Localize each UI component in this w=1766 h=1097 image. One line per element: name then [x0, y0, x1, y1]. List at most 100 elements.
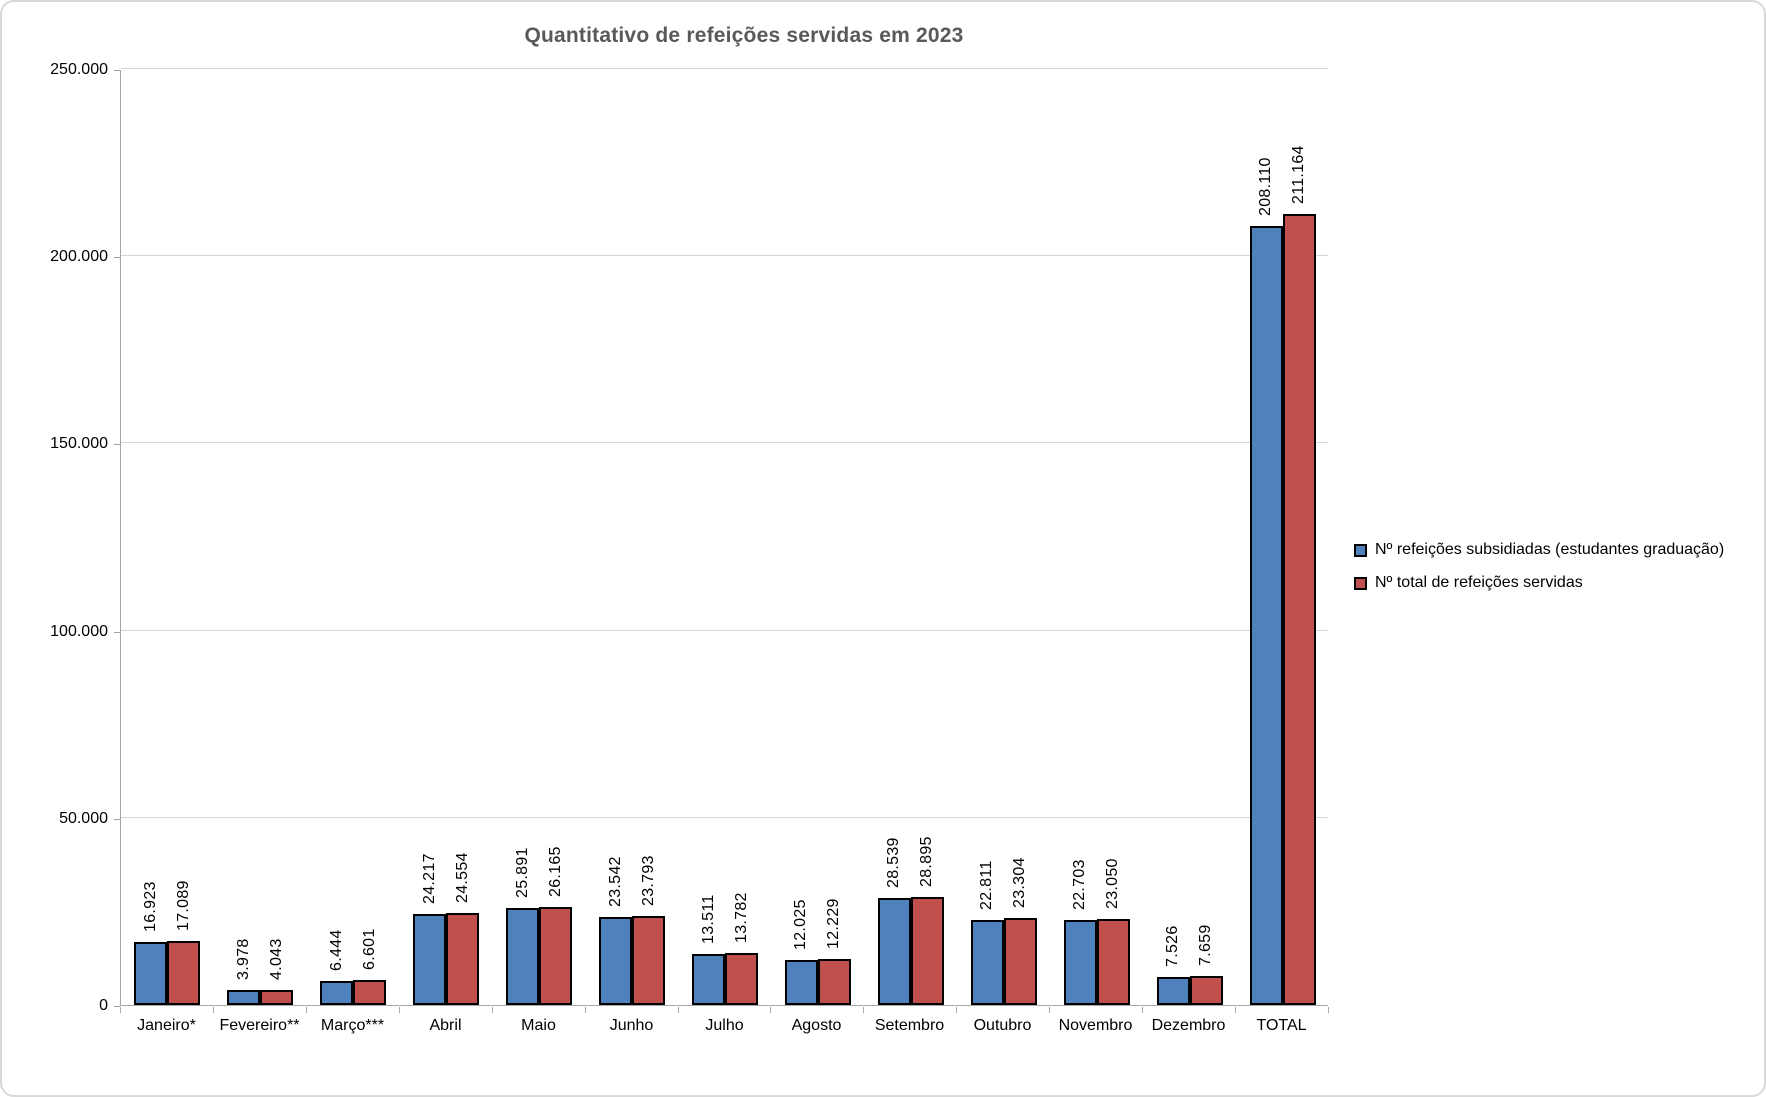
bar-value-label: 23.304 [1011, 857, 1028, 908]
bar-series1-março [320, 981, 353, 1005]
gridline [121, 630, 1328, 631]
bar-value-label: 208.110 [1257, 157, 1274, 216]
x-axis-tick-mark [956, 1007, 957, 1013]
chart-title: Quantitativo de refeições servidas em 20… [524, 24, 964, 47]
x-axis-category-label: Fevereiro** [219, 1017, 300, 1034]
gridline [121, 68, 1328, 69]
bar-value-label: 4.043 [268, 938, 285, 980]
x-axis-category-label: Janeiro* [137, 1017, 196, 1034]
x-axis-tick-mark [770, 1007, 771, 1013]
bar-series2-novembro [1097, 919, 1130, 1005]
bar-series1-outubro [971, 920, 1004, 1005]
legend-marker-series2 [1354, 576, 1367, 590]
bar-series1-fevereiro [227, 990, 260, 1005]
x-axis-category-label: Junho [609, 1017, 654, 1034]
legend-label-series1: Nº refeições subsidiadas (estudantes gra… [1375, 541, 1725, 558]
gridline [121, 442, 1328, 443]
legend-label-series2: Nº total de refeições servidas [1375, 574, 1583, 591]
y-axis-tick-mark [114, 70, 120, 71]
legend-marker-series1 [1354, 543, 1367, 557]
bar-value-label: 16.923 [142, 881, 159, 932]
bar-series1-agosto [785, 960, 818, 1005]
bar-value-label: 6.601 [361, 928, 378, 970]
y-axis-tick-mark [114, 819, 120, 820]
x-axis-tick-mark [678, 1007, 679, 1013]
bar-series2-setembro [911, 897, 944, 1005]
bar-value-label: 13.782 [733, 892, 750, 943]
x-axis-category-label: Dezembro [1151, 1017, 1226, 1034]
x-axis-tick-mark [492, 1007, 493, 1013]
bar-series2-abril [446, 913, 479, 1005]
legend-item: Nº refeições subsidiadas (estudantes gra… [1354, 541, 1724, 559]
bar-value-label: 22.811 [978, 860, 995, 910]
y-axis-tick-mark [114, 257, 120, 258]
bar-series2-agosto [818, 959, 851, 1005]
x-axis-tick-mark [120, 1007, 121, 1013]
bar-series1-setembro [878, 898, 911, 1005]
bar-value-label: 12.025 [792, 899, 809, 950]
bar-series1-dezembro [1157, 977, 1190, 1005]
y-axis-tick-label: 150.000 [50, 435, 108, 452]
x-axis-tick-mark [213, 1007, 214, 1013]
bar-series2-outubro [1004, 918, 1037, 1005]
x-axis-category-label: TOTAL [1256, 1017, 1307, 1034]
legend-item: Nº total de refeições servidas [1354, 574, 1724, 592]
bar-value-label: 28.895 [918, 836, 935, 887]
bar-series2-total [1283, 214, 1316, 1005]
bar-value-label: 24.217 [421, 853, 438, 904]
bar-value-label: 24.554 [454, 852, 471, 903]
x-axis-tick-mark [1142, 1007, 1143, 1013]
x-axis-tick-mark [399, 1007, 400, 1013]
bar-series2-maio [539, 907, 572, 1005]
bar-series1-novembro [1064, 920, 1097, 1005]
gridline [121, 255, 1328, 256]
bar-series2-janeiro [167, 941, 200, 1005]
gridline [121, 817, 1328, 818]
y-axis-tick-label: 100.000 [50, 623, 108, 640]
x-axis-category-label: Setembro [874, 1017, 945, 1034]
plot-area: 16.923 17.089 3.978 4.043 6.444 6.601 24.217 24… [120, 68, 1328, 1006]
y-axis-tick-mark [114, 444, 120, 445]
bar-series1-abril [413, 914, 446, 1005]
bar-value-label: 28.539 [885, 837, 902, 888]
bar-value-label: 25.891 [514, 847, 531, 898]
y-axis-tick-label: 250.000 [50, 61, 108, 78]
x-axis-tick-mark [1235, 1007, 1236, 1013]
bar-series1-maio [506, 908, 539, 1005]
bar-value-label: 7.526 [1164, 925, 1181, 967]
bar-series1-julho [692, 954, 725, 1005]
bar-value-label: 23.542 [607, 856, 624, 907]
x-axis-tick-mark [863, 1007, 864, 1013]
bar-value-label: 12.229 [825, 898, 842, 949]
bar-value-label: 22.703 [1071, 859, 1088, 910]
bar-series2-junho [632, 916, 665, 1005]
bar-series1-total [1250, 226, 1283, 1005]
bar-series2-julho [725, 953, 758, 1005]
legend: Nº refeições subsidiadas (estudantes gra… [1354, 541, 1724, 592]
x-axis-tick-mark [1049, 1007, 1050, 1013]
bar-value-label: 13.511 [700, 894, 717, 944]
x-axis-category-label: Julho [705, 1017, 744, 1034]
bar-series2-março [353, 980, 386, 1005]
x-axis-category-label: Novembro [1058, 1017, 1133, 1034]
x-axis-category-label: Outubro [973, 1017, 1032, 1034]
bar-value-label: 211.164 [1290, 145, 1307, 204]
x-axis-category-label: Maio [521, 1017, 556, 1034]
x-axis-category-label: Abril [429, 1017, 462, 1034]
bar-value-label: 17.089 [175, 880, 192, 931]
bar-series2-fevereiro [260, 990, 293, 1005]
bar-series2-dezembro [1190, 976, 1223, 1005]
x-axis-tick-mark [306, 1007, 307, 1013]
bar-value-label: 26.165 [547, 846, 564, 897]
x-axis-category-label: Março*** [320, 1017, 385, 1034]
bar-value-label: 7.659 [1197, 924, 1214, 966]
y-axis-tick-mark [114, 1006, 120, 1007]
bar-value-label: 3.978 [235, 938, 252, 980]
bar-series1-janeiro [134, 942, 167, 1005]
x-axis-category-label: Agosto [791, 1017, 842, 1034]
bar-value-label: 23.050 [1104, 858, 1121, 909]
y-axis-tick-label: 0 [99, 997, 108, 1014]
x-axis-tick-mark [1328, 1007, 1329, 1013]
y-axis-tick-label: 200.000 [50, 248, 108, 265]
y-axis-tick-mark [114, 632, 120, 633]
